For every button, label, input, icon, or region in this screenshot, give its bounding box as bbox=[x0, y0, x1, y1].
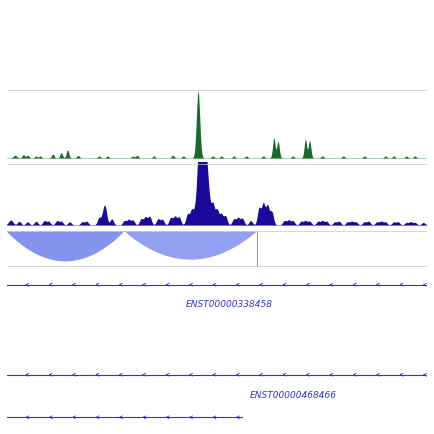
Text: ENST00000338458: ENST00000338458 bbox=[186, 299, 273, 309]
Polygon shape bbox=[7, 231, 125, 261]
Polygon shape bbox=[125, 231, 257, 260]
Text: ENST00000468466: ENST00000468466 bbox=[249, 391, 336, 401]
